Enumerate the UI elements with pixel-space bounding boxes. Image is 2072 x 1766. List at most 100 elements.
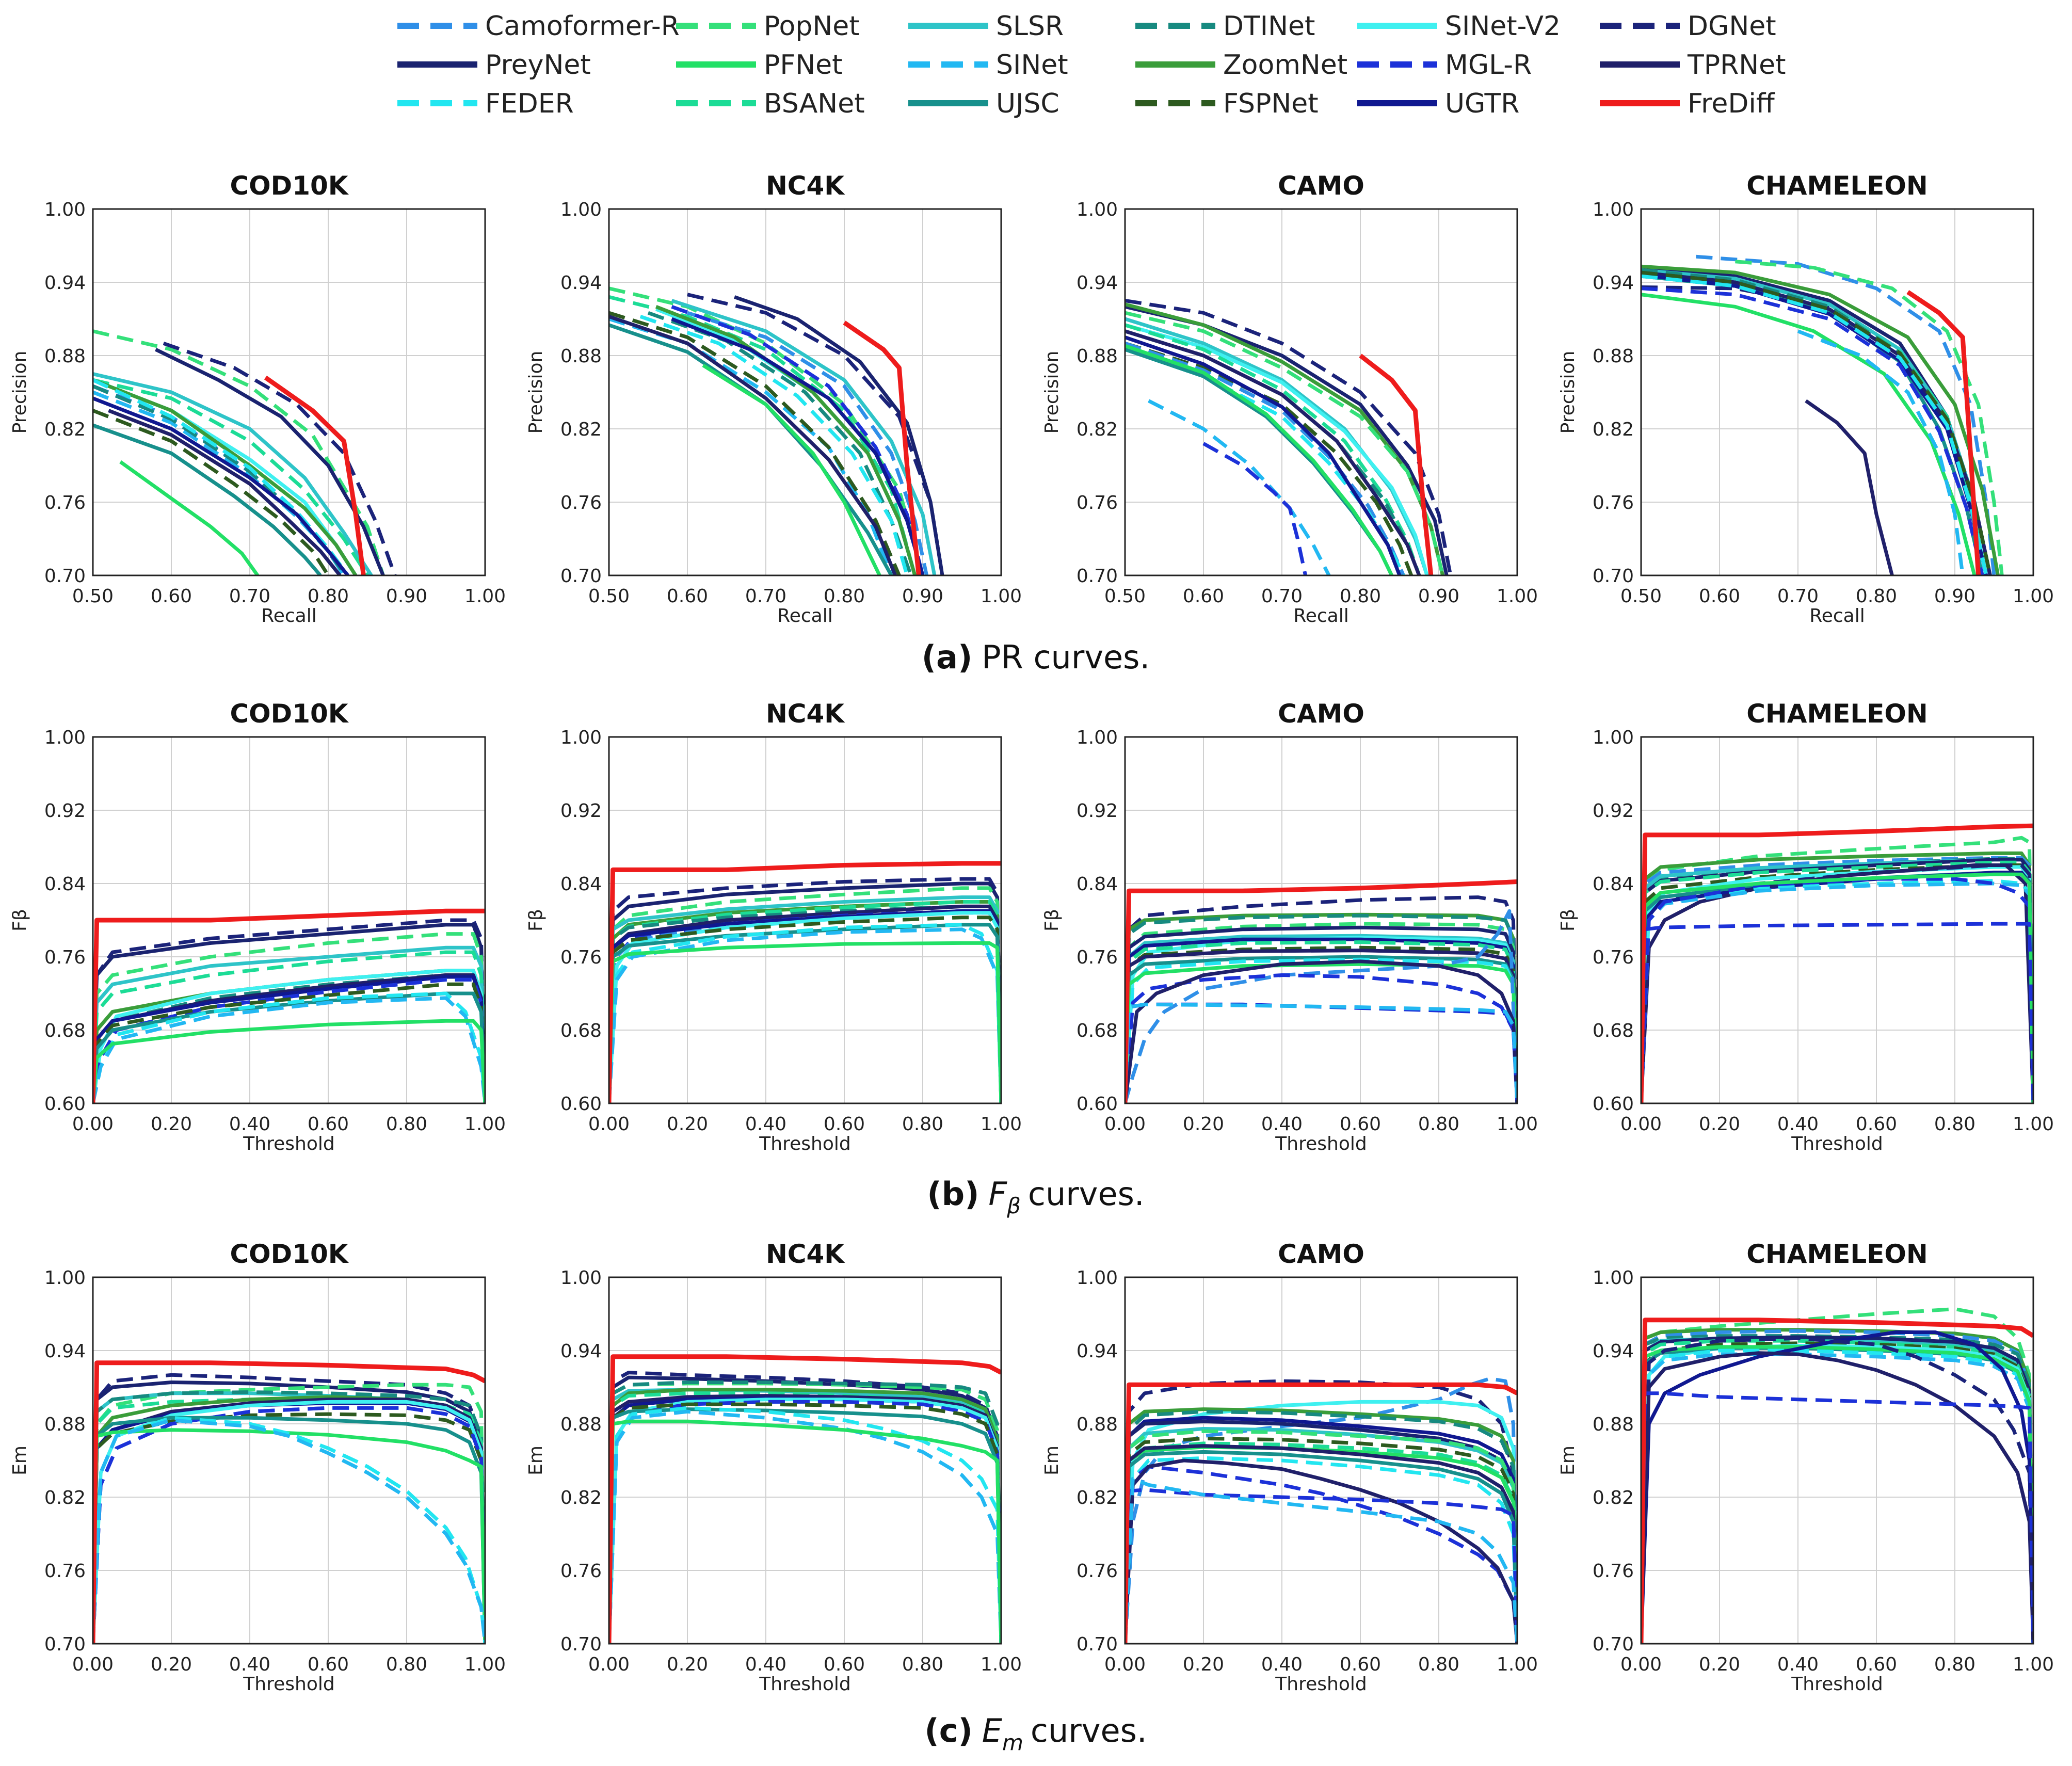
series-line-frediff (1641, 1318, 2033, 1644)
series-line-frediff (1359, 354, 1434, 575)
y-axis-label: Em (1041, 1446, 1063, 1475)
series-group (93, 908, 485, 1103)
legend-item-sinet: SINet (908, 50, 1068, 81)
series-line-pfnet (1641, 293, 1977, 575)
series-line-sinet (1797, 329, 1965, 575)
y-axis-label: Precision (1041, 351, 1063, 434)
x-tick-label: 0.40 (1777, 1654, 1819, 1675)
series-line-pfnet (119, 460, 260, 575)
series-line-popnet (609, 286, 925, 575)
y-tick-label: 0.60 (1593, 1094, 1634, 1115)
x-tick-label: 0.50 (1620, 586, 1662, 607)
legend-label: SINet-V2 (1445, 11, 1561, 42)
y-tick-label: 0.68 (44, 1020, 86, 1041)
series-line-tprnet (1125, 1444, 1517, 1644)
y-tick-label: 0.92 (560, 800, 602, 822)
x-axis-label: Recall (1809, 605, 1865, 627)
legend-item-frediff: FreDiff (1600, 88, 1775, 119)
series-line-tprnet (1125, 329, 1421, 575)
plot-frame (1640, 1276, 2034, 1645)
y-tick-label: 1.00 (44, 1267, 86, 1289)
x-tick-label: 0.80 (824, 586, 865, 607)
series-line-camoformer-r (1125, 909, 1517, 1103)
x-tick-label: 0.00 (1104, 1114, 1146, 1135)
series-line-mgl-r (1641, 286, 1984, 575)
x-tick-label: 0.00 (588, 1654, 630, 1675)
series-line-ugtr (671, 317, 925, 575)
legend-label: FSPNet (1223, 88, 1319, 119)
x-tick-label: 0.50 (72, 586, 114, 607)
x-tick-label: 0.60 (1856, 1654, 1897, 1675)
x-axis-label: Threshold (1791, 1674, 1883, 1695)
caption-text: curves. (1028, 1175, 1145, 1213)
y-axis-label: Fβ (1557, 909, 1579, 932)
series-line-mgl-r (93, 1406, 485, 1644)
chart-pr_nc4k: 0.50 0.60 0.70 0.80 0.90 1.00 0.70 0.76 0.82 0.88… (525, 171, 1022, 627)
series-line-zoomnet (1125, 302, 1445, 575)
caption-1: (b) Fβ curves. (927, 1175, 1144, 1218)
x-tick-label: 0.40 (229, 1114, 270, 1135)
x-tick-label: 1.00 (2013, 1114, 2054, 1135)
series-line-ujsc (93, 991, 485, 1103)
series-line-slsr (671, 299, 937, 575)
y-tick-label: 1.00 (560, 1267, 602, 1289)
plot-frame (1124, 208, 1518, 576)
x-tick-label: 1.00 (2013, 586, 2054, 607)
legend-label: BSANet (764, 88, 865, 119)
caption-label: (b) (927, 1175, 979, 1213)
series-line-fspnet (1125, 1436, 1517, 1644)
series-line-zoomnet (93, 378, 358, 575)
chart-title: CHAMELEON (1746, 699, 1928, 729)
y-tick-label: 0.92 (44, 800, 86, 822)
series-line-sinet (1641, 1352, 2033, 1644)
y-tick-label: 1.00 (44, 727, 86, 748)
series-line-mgl-r (1125, 973, 1517, 1103)
x-tick-label: 1.00 (1497, 1654, 1538, 1675)
x-tick-label: 0.80 (386, 1654, 427, 1675)
series-line-dtinet (93, 1390, 485, 1644)
x-tick-label: 0.80 (902, 1114, 943, 1135)
series-group (609, 1354, 1001, 1644)
series-group (1125, 299, 1453, 575)
x-tick-label: 0.80 (1340, 586, 1381, 607)
y-axis-label: Em (9, 1446, 30, 1475)
y-tick-label: 0.92 (1593, 800, 1634, 822)
y-tick-label: 0.84 (1593, 874, 1634, 895)
series-line-dtinet (1125, 1409, 1517, 1644)
y-tick-label: 1.00 (1593, 1267, 1634, 1289)
y-tick-label: 0.70 (1593, 1634, 1634, 1655)
legend-item-mgl-r: MGL-R (1357, 50, 1532, 81)
y-tick-label: 0.94 (1077, 1341, 1118, 1362)
series-line-zoomnet (655, 305, 917, 575)
series-line-sinet-v2 (93, 1400, 485, 1644)
y-tick-label: 0.88 (1593, 1414, 1634, 1435)
x-axis-label: Recall (777, 605, 832, 627)
y-tick-label: 0.88 (44, 346, 86, 367)
caption-sub: β (1006, 1193, 1021, 1218)
series-line-preynet (734, 295, 944, 575)
series-line-fspnet (609, 311, 901, 575)
y-tick-label: 0.68 (1593, 1020, 1634, 1041)
series-line-dgnet (1641, 1336, 2033, 1644)
x-tick-label: 1.00 (2013, 1654, 2054, 1675)
series-line-pfnet (609, 1419, 1001, 1644)
x-tick-label: 1.00 (981, 1114, 1022, 1135)
series-line-dgnet (609, 877, 1001, 1103)
y-tick-label: 0.82 (560, 419, 602, 440)
legend-item-feder: FEDER (397, 88, 574, 119)
series-line-tprnet (1125, 949, 1517, 1103)
series-line-camoformer-r (686, 311, 929, 575)
x-tick-label: 1.00 (981, 586, 1022, 607)
series-line-fspnet (609, 1402, 1001, 1644)
x-tick-label: 0.60 (308, 1654, 349, 1675)
legend-label: DTINet (1223, 11, 1315, 42)
x-tick-label: 0.00 (588, 1114, 630, 1135)
x-tick-label: 0.00 (1620, 1654, 1662, 1675)
y-tick-label: 0.76 (560, 1561, 602, 1582)
series-line-frediff (609, 861, 1001, 1103)
legend-item-zoomnet: ZoomNet (1135, 50, 1347, 81)
chart-title: NC4K (766, 171, 845, 201)
y-tick-label: 0.70 (1593, 566, 1634, 587)
plot-area (93, 1277, 485, 1644)
series-line-popnet (1125, 1429, 1517, 1644)
